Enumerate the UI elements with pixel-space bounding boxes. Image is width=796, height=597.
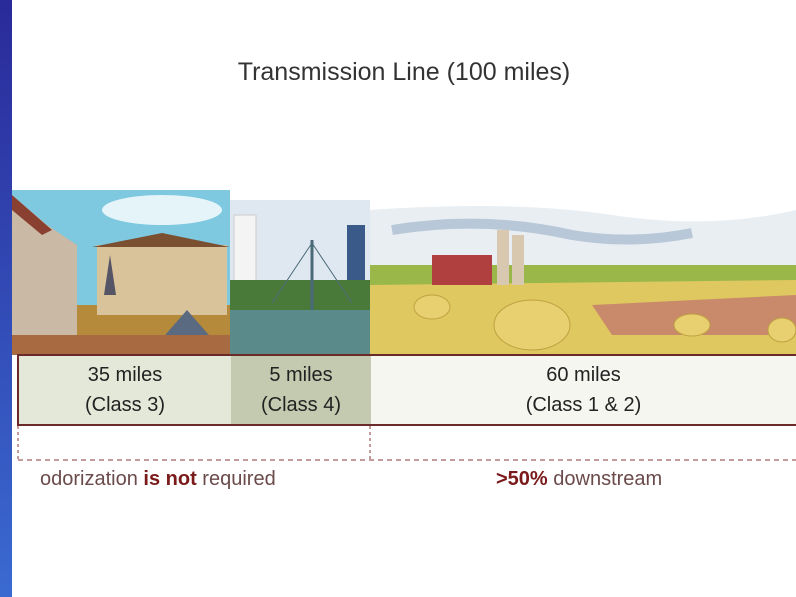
segment: 35 miles (Class 3) — [19, 356, 231, 424]
town-front — [12, 335, 230, 355]
note-emphasis: is not — [143, 468, 196, 490]
silo — [497, 230, 509, 285]
illustration — [12, 185, 796, 357]
note-emphasis: >50% — [496, 468, 548, 490]
hay-bale — [494, 300, 570, 350]
title: Transmission Line (100 miles) — [12, 58, 796, 87]
hay-bale — [414, 295, 450, 319]
note-text: required — [197, 468, 276, 490]
cloud — [102, 195, 222, 225]
river — [230, 310, 370, 355]
segment: 60 miles (Class 1 & 2) — [371, 356, 796, 424]
segment-class: (Class 3) — [85, 390, 165, 420]
tower — [234, 215, 256, 285]
note-text: odorization — [40, 468, 143, 490]
segment: 5 miles (Class 4) — [231, 356, 371, 424]
segment-class: (Class 1 & 2) — [526, 390, 642, 420]
segment-row: 35 miles (Class 3) 5 miles (Class 4) 60 … — [17, 354, 796, 426]
barn — [432, 255, 492, 285]
hay-bale — [674, 314, 710, 336]
note-left: odorization is not required — [40, 468, 276, 491]
note-right: >50% downstream — [496, 468, 662, 491]
building — [97, 245, 227, 315]
segment-length: 35 miles — [88, 360, 162, 390]
note-text: downstream — [548, 468, 663, 490]
silo — [512, 235, 524, 285]
sidebar — [0, 0, 12, 597]
segment-class: (Class 4) — [261, 390, 341, 420]
segment-length: 60 miles — [546, 360, 620, 390]
bracket-lines — [0, 426, 796, 466]
trees — [230, 280, 370, 315]
hay-bale — [768, 318, 796, 342]
segment-length: 5 miles — [269, 360, 332, 390]
slide: {"title": "Transmission Line (100 miles)… — [0, 0, 796, 597]
